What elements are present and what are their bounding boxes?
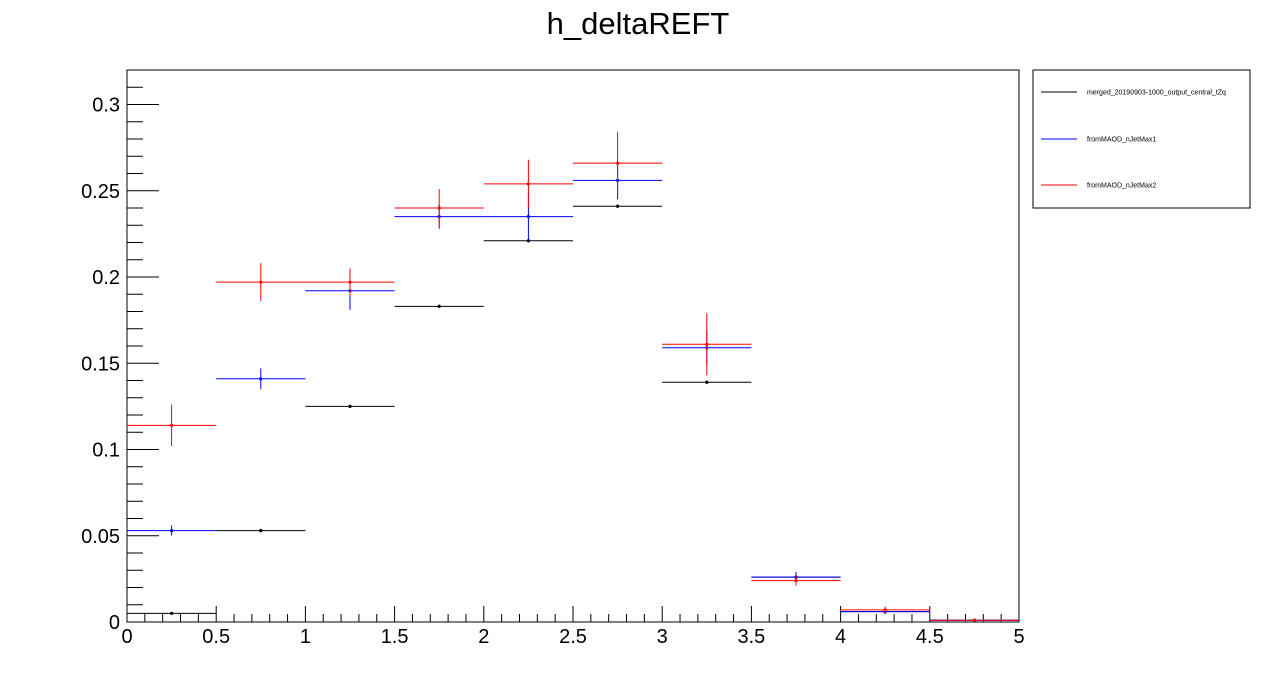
- data-point: [616, 204, 620, 208]
- x-tick-label: 4.5: [916, 626, 944, 648]
- series-layer: [127, 132, 1019, 622]
- series-2: [127, 161, 1019, 622]
- chart-title: h_deltaREFT: [547, 6, 730, 41]
- axes: 0 0.5 1 1.5 2 2.5 3 3.5 4 4.5 5 0 0.05 0.1 0.15 0.2 0.25…: [81, 86, 1025, 648]
- y-tick-label: 0.25: [81, 181, 120, 203]
- data-point: [170, 423, 174, 427]
- y-tick-label: 0.15: [81, 353, 120, 375]
- data-point: [259, 377, 263, 381]
- x-tick-label: 3.5: [737, 626, 765, 648]
- legend-label: fromMAOD_nJetMax2: [1087, 183, 1156, 190]
- x-tick-label: 5: [1013, 626, 1024, 648]
- data-point: [437, 304, 441, 308]
- data-point: [348, 404, 352, 408]
- data-point: [170, 611, 174, 615]
- legend-label: merged_20190903-1000_output_central_tZq: [1087, 90, 1226, 97]
- y-tick-label: 0.05: [81, 526, 120, 548]
- data-point: [526, 215, 531, 219]
- y-tick-label: 0: [109, 612, 120, 634]
- y-tick-label: 0.1: [92, 440, 120, 462]
- data-point: [883, 608, 887, 612]
- y-tick-label: 0.3: [92, 95, 120, 117]
- x-tick-label: 1.5: [381, 626, 409, 648]
- data-point: [348, 280, 352, 284]
- data-point: [794, 579, 798, 583]
- x-tick-label: 3: [657, 626, 668, 648]
- x-tick-label: 1: [300, 626, 311, 648]
- legend: merged_20190903-1000_output_central_tZqf…: [1032, 69, 1251, 209]
- data-point: [526, 182, 531, 186]
- x-tick-label: 2: [478, 626, 489, 648]
- x-tick-label: 2.5: [559, 626, 587, 648]
- x-tick-label: 4: [835, 626, 846, 648]
- data-point: [972, 618, 977, 622]
- data-point: [437, 206, 441, 210]
- data-point: [616, 161, 620, 165]
- data-point: [259, 528, 263, 533]
- data-point: [259, 280, 263, 284]
- x-tick-label: 0.5: [202, 626, 230, 648]
- data-point: [705, 380, 709, 384]
- data-point: [170, 528, 174, 533]
- x-tick-label: 0: [121, 626, 132, 648]
- legend-label: fromMAOD_nJetMax1: [1087, 137, 1156, 144]
- plot-frame: [126, 69, 1020, 623]
- data-point: [705, 342, 709, 346]
- series-3: [127, 132, 1019, 622]
- y-tick-label: 0.2: [92, 267, 120, 289]
